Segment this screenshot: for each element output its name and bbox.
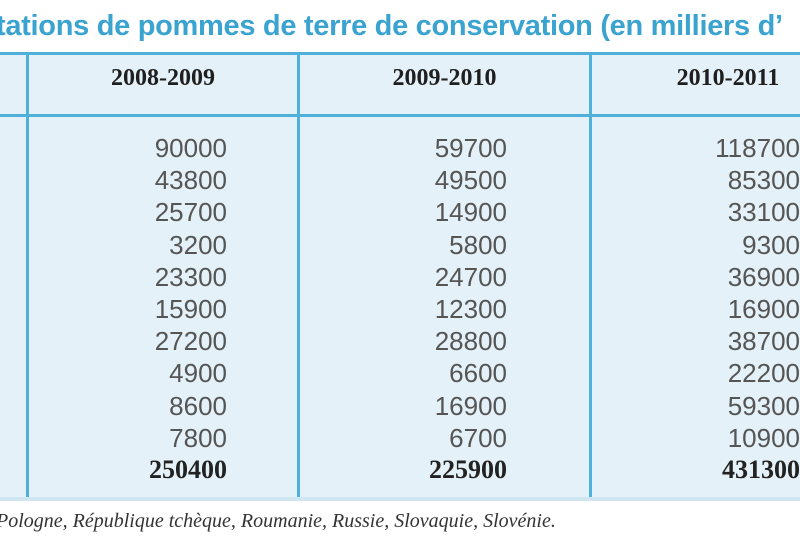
- column-divider: [26, 52, 29, 497]
- total-cell: 431300: [722, 454, 800, 484]
- table-cell: 14900: [434, 197, 507, 228]
- table-cell: 25700: [154, 197, 227, 228]
- column-header-2010-2011: 2010-2011: [676, 65, 780, 91]
- table-cell: 33100: [727, 197, 800, 228]
- table-title: tations de pommes de terre de conservati…: [0, 10, 783, 42]
- data-table: [0, 52, 800, 497]
- table-cell: 16900: [727, 293, 800, 324]
- table-cell: 24700: [434, 261, 507, 292]
- table-bottom-border: [0, 497, 800, 501]
- table-cell: 59300: [727, 390, 800, 421]
- header-separator-rule: [0, 114, 800, 117]
- column-header-2009-2010: 2009-2010: [392, 65, 497, 91]
- table-cell: 15900: [154, 293, 227, 324]
- total-cell: 250400: [149, 454, 227, 484]
- table-cell: 90000: [154, 133, 227, 163]
- table-cell: 12300: [434, 293, 507, 324]
- table-cell: 10900: [727, 422, 800, 453]
- table-cell: 9300: [742, 229, 800, 260]
- table-cell: 28800: [434, 326, 507, 357]
- column-values-2009-2010: 59700 49500 14900 5800 24700 12300 28800…: [380, 132, 507, 486]
- table-cell: 36900: [727, 261, 800, 292]
- table-cell: 3200: [169, 229, 227, 260]
- column-values-2008-2009: 90000 43800 25700 3200 23300 15900 27200…: [100, 132, 227, 486]
- table-cell: 6600: [449, 358, 507, 389]
- table-footnote: , Pologne, République tchèque, Roumanie,…: [0, 510, 556, 532]
- total-cell: 225900: [429, 454, 507, 484]
- table-top-rule: [0, 52, 800, 55]
- table-cell: 43800: [154, 165, 227, 196]
- table-cell: 38700: [727, 326, 800, 357]
- table-cell: 6700: [449, 422, 507, 453]
- table-cell: 23300: [154, 261, 227, 292]
- table-cell: 118700: [715, 133, 800, 163]
- column-divider: [589, 52, 592, 497]
- table-cell: 85300: [727, 165, 800, 196]
- column-header-2008-2009: 2008-2009: [111, 65, 215, 91]
- table-cell: 8600: [169, 390, 227, 421]
- table-cell: 7800: [169, 422, 227, 453]
- table-cell: 22200: [727, 358, 800, 389]
- table-cell: 49500: [434, 165, 507, 196]
- table-cell: 59700: [434, 133, 507, 163]
- table-cell: 16900: [434, 390, 507, 421]
- table-cell: 27200: [154, 326, 227, 357]
- table-cell: 4900: [169, 358, 227, 389]
- table-cell: 5800: [449, 229, 507, 260]
- column-values-2010-2011: 118700 85300 33100 9300 36900 16900 3870…: [660, 132, 800, 486]
- column-divider: [297, 52, 300, 497]
